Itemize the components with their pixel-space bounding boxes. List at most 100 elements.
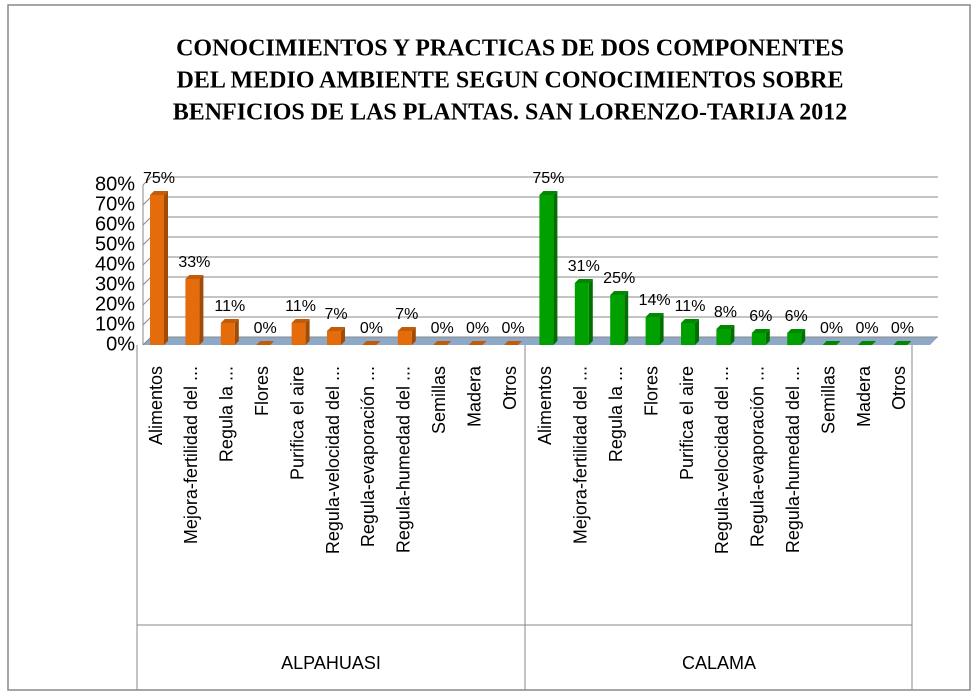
bar-top (610, 291, 629, 295)
data-label: 0% (501, 320, 524, 337)
x-tick-label: Regula la ... (606, 366, 626, 462)
bar-side (305, 319, 310, 345)
bar-top (468, 341, 487, 345)
bar-top (539, 191, 558, 195)
y-tick-label: 10% (95, 313, 135, 335)
y-tick-label: 80% (95, 173, 135, 195)
bar-side (659, 313, 664, 345)
bar-top (397, 327, 416, 331)
y-tick-label: 20% (95, 293, 135, 315)
bar-top (291, 319, 310, 323)
bar-top (504, 341, 522, 345)
x-tick-label: Otros (889, 366, 909, 410)
bar-top (893, 341, 912, 345)
bar-top (362, 341, 381, 345)
bar-top (327, 327, 345, 331)
x-tick-label: Regula-evaporación ... (748, 366, 768, 547)
data-label: 6% (785, 308, 808, 325)
x-tick-label: Regula-velocidad del ... (712, 366, 732, 554)
x-tick-label: Mejora-fertilidad del ... (181, 366, 201, 544)
bar (397, 331, 412, 345)
chart-frame (7, 4, 971, 691)
bar-top (185, 275, 204, 279)
bar-top (858, 341, 876, 345)
y-tick-label: 30% (95, 273, 135, 295)
group-label: ALPAHUASI (281, 653, 381, 673)
bar (185, 279, 200, 345)
bar-top (256, 341, 275, 345)
x-tick-label: Mejora-fertilidad del ... (571, 366, 591, 544)
data-label: 11% (675, 298, 706, 315)
chart-title: CONOCIMIENTOS Y PRACTICAS DE DOS COMPONE… (176, 36, 844, 62)
x-tick-label: Madera (854, 365, 874, 427)
data-label: 0% (466, 320, 489, 337)
chart-title: BENFICIOS DE LAS PLANTAS. SAN LORENZO-TA… (173, 100, 848, 126)
x-tick-label: Semillas (818, 366, 838, 434)
bar (150, 195, 164, 345)
x-tick-label: Regula-velocidad del ... (323, 366, 343, 554)
chart-title: DEL MEDIO AMBIENTE SEGUN CONOCIMIENTOS S… (176, 68, 843, 94)
data-label: 25% (603, 270, 635, 287)
bar (716, 329, 731, 345)
x-tick-label: Semillas (429, 366, 449, 434)
bar-top (681, 319, 699, 323)
bar (291, 323, 306, 345)
data-label: 7% (395, 306, 418, 323)
bar-side (588, 279, 593, 345)
grid-line (142, 176, 938, 186)
bar-side (164, 191, 168, 345)
x-tick-label: Purifica el aire (677, 366, 697, 480)
bar-side (624, 291, 629, 345)
y-tick-label: 50% (95, 233, 135, 255)
y-tick-label: 0% (106, 333, 135, 355)
data-label: 0% (360, 320, 383, 337)
x-tick-label: Alimentos (146, 366, 166, 445)
bar (751, 333, 766, 345)
data-label: 31% (568, 258, 600, 275)
data-label: 0% (820, 320, 843, 337)
data-label: 75% (143, 170, 175, 187)
bar-top (822, 341, 841, 345)
bar-side (730, 325, 735, 345)
x-tick-label: Flores (252, 366, 272, 416)
bar-side (695, 319, 699, 345)
data-label: 11% (214, 298, 245, 315)
bar-top (433, 341, 452, 345)
bar-side (765, 329, 770, 345)
y-tick-label: 60% (95, 213, 135, 235)
x-tick-label: Alimentos (535, 366, 555, 445)
x-tick-label: Regula la ... (217, 366, 237, 462)
bar (610, 295, 625, 345)
data-label: 11% (285, 298, 316, 315)
x-tick-label: Regula-humedad del ... (394, 366, 414, 553)
data-label: 14% (639, 292, 671, 309)
bar (539, 195, 554, 345)
bar-side (234, 319, 239, 345)
bar-top (645, 313, 664, 317)
x-tick-label: Regula-evaporación ... (358, 366, 378, 547)
y-tick-label: 70% (95, 193, 135, 215)
data-label: 7% (324, 306, 347, 323)
x-tick-label: Purifica el aire (287, 366, 307, 480)
bar-side (341, 327, 345, 345)
bar (787, 333, 802, 345)
bar-top (716, 325, 735, 329)
bar-side (411, 327, 416, 345)
group-label: CALAMA (682, 653, 756, 673)
data-label: 6% (749, 308, 772, 325)
bar-top (787, 329, 806, 333)
bar-side (199, 275, 204, 345)
x-tick-label: Madera (464, 365, 484, 427)
bar-top (150, 191, 168, 195)
data-label: 0% (254, 320, 277, 337)
bar-side (801, 329, 806, 345)
data-label: 8% (714, 304, 737, 321)
data-label: 0% (855, 320, 878, 337)
bar-top (751, 329, 770, 333)
bar (681, 323, 695, 345)
bar (220, 323, 235, 345)
data-label: 75% (532, 170, 564, 187)
bar-side (553, 191, 558, 345)
x-tick-label: Regula-humedad del ... (783, 366, 803, 553)
